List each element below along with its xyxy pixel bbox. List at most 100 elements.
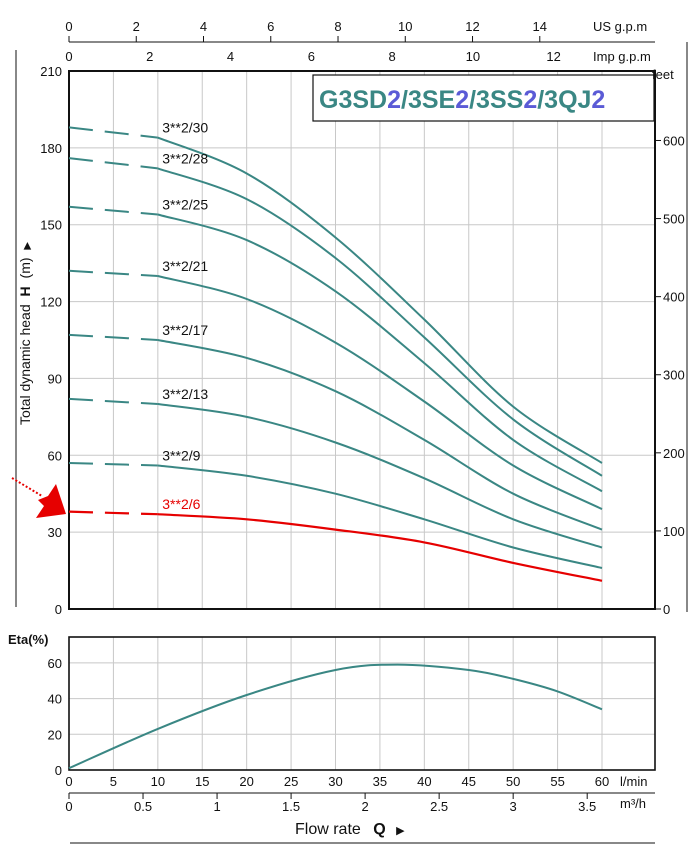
curve-label: 3**2/25 [162,196,208,212]
lmin-tick-label: 50 [506,774,520,789]
head-curve-dashed [68,126,158,139]
highlight-arrow-icon [11,477,66,518]
lmin-tick-label: 0 [65,774,72,789]
lmin-tick-label: 10 [151,774,165,789]
eta-tick-label: 0 [55,763,62,778]
arrow-head [36,484,66,518]
lmin-tick-label: 25 [284,774,298,789]
imp-gpm-tick-label: 4 [227,49,234,64]
us-gpm-tick-label: 2 [133,19,140,34]
head-ft-tick-label: 400 [663,290,685,305]
curve-label: 3**2/30 [162,120,208,136]
m3h-tick-label: 2.5 [430,799,448,814]
m3h-tick-label: 0 [65,799,72,814]
curve-label: 3**2/21 [162,258,208,274]
m3h-tick-label: 3 [510,799,517,814]
m3h-tick-label: 1.5 [282,799,300,814]
m3h-tick-label: 3.5 [578,799,596,814]
head-curve [157,513,603,582]
title-box-frame [312,74,655,122]
series-title-part: 2 [387,86,401,114]
head-m-tick-label: 180 [40,141,62,156]
head-curve [157,464,603,569]
head-axis-symbol: H [17,286,33,296]
imp-gpm-tick-label: 10 [466,49,480,64]
head-curve [157,213,603,493]
axis-ticks: 0 2 4 6 8 10 12 140 2 4 6 8 10 1203060901201501802100… [40,19,684,814]
head-ft-tick-label: 0 [663,602,670,617]
eta-axis-label: Eta(%) [8,632,48,647]
series-title-part: 2 [591,86,605,114]
flow-rate-symbol: Q [373,821,385,838]
head-curve-dashed [68,333,158,341]
feet-unit-label: feet [652,67,674,82]
head-m-tick-label: 30 [48,525,62,540]
head-curve-dashed [68,157,158,170]
imp-gpm-tick-label: 8 [388,49,395,64]
head-m-tick-label: 90 [48,371,62,386]
head-plot-frame [68,70,656,610]
us-gpm-tick-label: 4 [200,19,207,34]
lmin-tick-label: 35 [373,774,387,789]
head-curve [157,136,603,464]
head-m-tick-label: 0 [55,602,62,617]
head-ft-tick-label: 200 [663,446,685,461]
head-curve-dashed [68,510,158,516]
curve-label: 3**2/28 [162,150,208,166]
head-axis-unit: (m) [17,257,33,278]
head-curve [157,339,603,531]
m3h-tick-label: 0.5 [134,799,152,814]
eta-tick-label: 40 [48,692,62,707]
lmin-tick-label: 15 [195,774,209,789]
eta-tick-label: 60 [48,656,62,671]
series-title-part: /3QJ [537,86,591,114]
head-ft-tick-label: 100 [663,524,685,539]
curve-label: 3**2/6 [162,496,200,512]
us-gpm-tick-label: 14 [533,19,547,34]
lmin-tick-label: 60 [595,774,609,789]
series-title-part: 2 [523,86,537,114]
lmin-tick-label: 20 [239,774,253,789]
us-gpm-tick-label: 6 [267,19,274,34]
head-curve [157,167,603,477]
imp-gpm-tick-label: 6 [308,49,315,64]
flow-rate-title: Flow rate Q ▶ [295,821,405,838]
eta-plot-frame [68,636,656,771]
us-gpm-unit-label: US g.p.m [593,19,647,34]
head-m-tick-label: 60 [48,448,62,463]
series-title-part: 2 [455,86,469,114]
imp-gpm-tick-label: 2 [146,49,153,64]
imp-gpm-unit-label: Imp g.p.m [593,49,651,64]
m3h-tick-label: 2 [361,799,368,814]
m3h-tick-label: 1 [213,799,220,814]
head-m-tick-label: 210 [40,64,62,79]
head-curve-dashed [68,269,158,277]
imp-gpm-tick-label: 0 [65,49,72,64]
lmin-tick-label: 40 [417,774,431,789]
lmin-tick-label: 30 [328,774,342,789]
arrow-dotted-tail [11,477,43,497]
us-gpm-tick-label: 0 [65,19,72,34]
us-gpm-tick-label: 8 [334,19,341,34]
head-curve [157,403,603,549]
flow-rate-arrow-icon: ▶ [396,825,405,837]
head-axis-text: Total dynamic head [17,304,33,425]
us-gpm-tick-label: 12 [465,19,479,34]
series-title-part: /3SE [401,86,455,114]
curve-label: 3**2/17 [162,322,208,338]
head-curve [157,275,603,510]
head-m-tick-label: 150 [40,218,62,233]
head-ft-tick-label: 300 [663,368,685,383]
lmin-tick-label: 5 [110,774,117,789]
eta-chart-grid [68,637,655,771]
curve-label: 3**2/9 [162,448,200,464]
head-ft-tick-label: 600 [663,133,685,148]
head-axis-title: Total dynamic head H (m) ▶ [17,242,33,425]
head-ft-tick-label: 500 [663,212,685,227]
head-curve-dashed [68,462,158,467]
head-curve-dashed [68,397,158,405]
series-title-part: /3SS [469,86,523,114]
series-title: G3SD2/3SE2/3SS2/3QJ2 [319,86,605,114]
lmin-tick-label: 45 [462,774,476,789]
